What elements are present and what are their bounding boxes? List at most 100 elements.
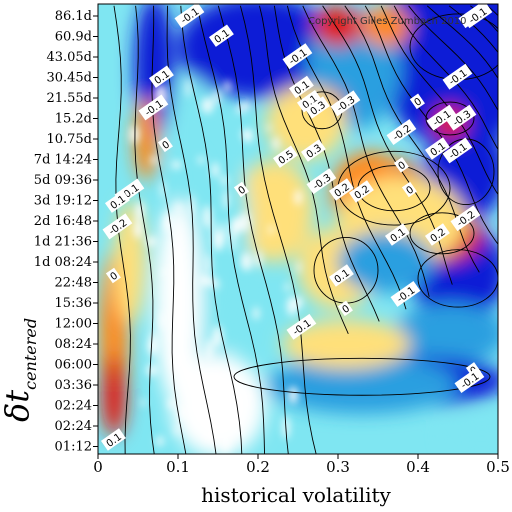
heatmap-streak [203,205,212,228]
y-tick-label: 60.9d [55,30,92,45]
heatmap-streak [204,277,216,286]
contour-label: 0 [157,136,173,153]
heatmap-region [170,354,266,454]
heatmap-streak [286,296,298,316]
contour-line [239,5,317,454]
heatmap-streak [157,88,163,95]
y-tick-label: 12:00 [55,317,92,332]
heatmap-region [338,231,434,293]
heatmap-streak [203,379,212,394]
heatmap-streak [296,260,302,274]
x-tick-label: 0 [93,458,103,476]
contour-label-text: 0 [413,96,425,109]
x-tick-label: 0.1 [166,458,190,476]
heatmap-streak [185,77,191,98]
contour-label-text: 0 [237,184,249,197]
contour-label-text: 0 [109,270,121,283]
heatmap-streak [239,211,250,232]
contour-line [302,5,430,297]
contour-line [180,5,243,454]
x-axis-label: historical volatility [201,483,391,507]
heatmap-streak [205,253,211,276]
svg-text:δtcentered: δtcentered [0,318,40,422]
heatmap-streak [161,269,169,276]
heatmap-streak [219,379,230,389]
heatmap-region [442,415,498,454]
heatmap-streak [175,203,182,213]
heatmap-streak [179,405,189,419]
contour-lines [113,5,498,454]
heatmap-region [266,356,458,414]
heatmap-streak [243,387,250,409]
heatmap-streak [159,310,166,330]
heatmap-streak [241,129,251,139]
y-tick-label: 01:12 [55,440,92,455]
contour-line [393,5,498,151]
contour-label: 0 [409,93,425,110]
heatmap-region [394,303,498,365]
heatmap-streak [133,220,144,239]
contour-line [217,5,289,454]
heatmap-region [362,5,410,47]
heatmap-streak [212,231,224,251]
heatmap-streak [221,432,231,454]
contour-line [259,5,349,334]
contour-line [408,5,498,112]
heatmap-streak [171,160,182,170]
heatmap-streak [129,125,140,144]
y-tick-label: 02:24 [55,419,92,434]
heatmap-streak [213,89,221,105]
heatmap-streak [150,156,158,164]
y-tick-label: 15:36 [55,296,92,311]
y-axis-label-subscript: centered [21,318,40,390]
heatmap-streak [212,325,223,349]
heatmap-streak [149,332,158,357]
contour-label: 0 [393,157,409,173]
heatmap-region [102,354,126,437]
y-tick-label: 2d 16:48 [34,214,92,229]
x-tick-label: 0.3 [326,458,350,476]
contour-line [448,5,498,54]
heatmap-texture [129,77,303,454]
y-tick-label: 15.2d [55,112,92,127]
y-tick-label: 1d 08:24 [34,255,92,270]
x-tick-label: 0.5 [486,458,510,476]
y-tick-label: 1d 21:36 [34,235,92,250]
heatmap-streak [288,386,299,404]
heatmap-streak [146,364,158,376]
heatmap-streak [205,427,217,442]
contour-label: 0 [233,181,249,198]
y-axis-ticks: 86.1d 60.9d 43.05d 30.45d 21.55d 15.2d 10.75d 7… [34,9,98,455]
heatmap-streak [201,97,214,114]
contour-label-text: 0 [341,303,353,316]
y-tick-label: 43.05d [46,50,92,65]
y-tick-label: 22:48 [55,276,92,291]
y-tick-label: 7d 14:24 [34,153,92,168]
y-tick-label: 10.75d [46,132,92,147]
x-tick-label: 0.4 [406,458,430,476]
contour-loop [425,101,475,136]
heatmap-streak [253,307,260,320]
heatmap-streak [272,136,280,151]
heatmap-streak [241,100,250,111]
heatmap-streak [156,436,164,447]
contour-label: 0 [337,300,353,317]
contour-label-text: 0 [397,160,409,173]
x-axis-ticks: 0 0.1 0.2 0.3 0.4 0.5 [93,454,510,476]
heatmap-streak [230,228,236,253]
y-tick-label: 08:24 [55,337,92,352]
heatmap-streak [240,252,253,271]
heatmap-streak [141,399,146,407]
heatmap-region [178,4,338,98]
heatmap-streak [294,189,302,205]
heatmap-streak [197,156,205,164]
heatmap-region [154,200,202,406]
contour-line [380,5,498,196]
heatmap-region [234,159,314,262]
heatmap-streak [163,213,173,233]
y-tick-label: 5d 09:36 [34,173,92,188]
contour-loop [417,249,498,308]
contour-line [166,5,217,454]
contour-label: 0 [105,267,121,284]
heatmap-streak [221,175,228,186]
